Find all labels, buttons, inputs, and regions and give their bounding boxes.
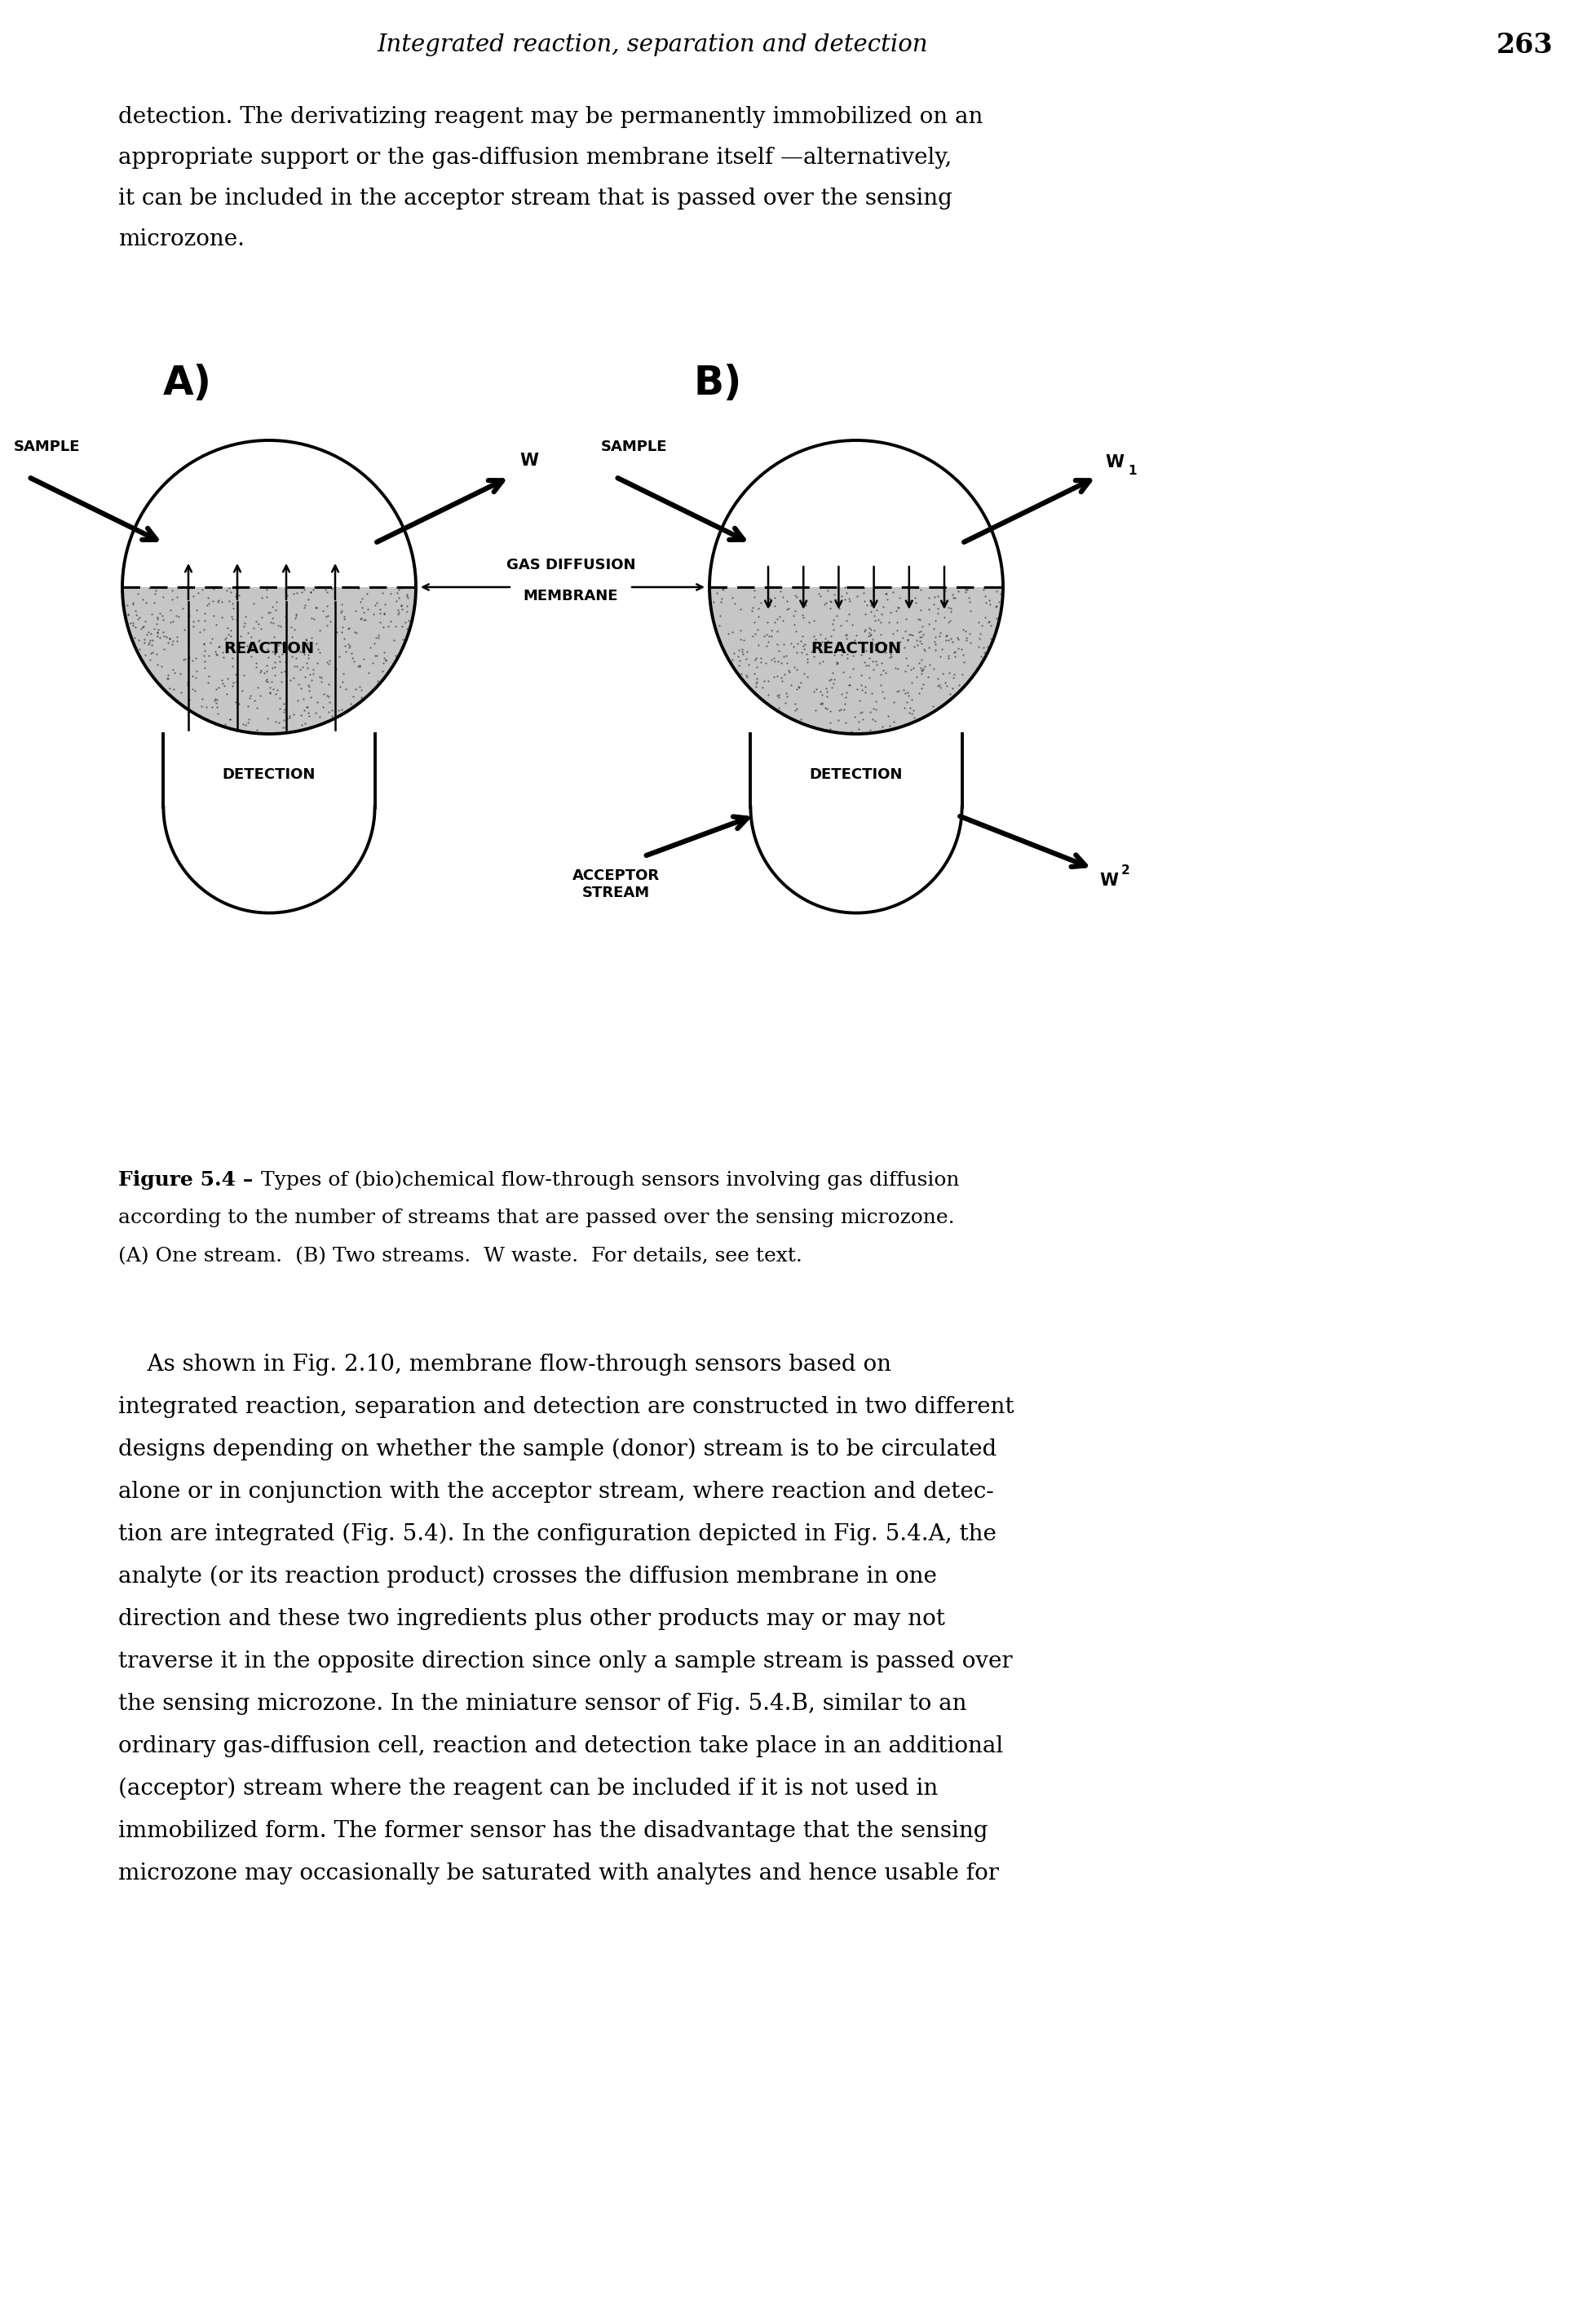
- Text: microzone may occasionally be saturated with analytes and hence usable for: microzone may occasionally be saturated …: [118, 1862, 999, 1885]
- Text: alone or in conjunction with the acceptor stream, where reaction and detec-: alone or in conjunction with the accepto…: [118, 1480, 994, 1504]
- Text: it can be included in the acceptor stream that is passed over the sensing: it can be included in the acceptor strea…: [118, 188, 953, 209]
- Text: ordinary gas-diffusion cell, reaction and detection take place in an additional: ordinary gas-diffusion cell, reaction an…: [118, 1736, 1004, 1757]
- PathPatch shape: [123, 588, 415, 734]
- Text: As shown in Fig. 2.10, membrane flow-through sensors based on: As shown in Fig. 2.10, membrane flow-thr…: [118, 1353, 891, 1376]
- Text: tion are integrated (Fig. 5.4). In the configuration depicted in Fig. 5.4.A, the: tion are integrated (Fig. 5.4). In the c…: [118, 1522, 996, 1545]
- Text: W: W: [1106, 453, 1123, 469]
- Text: GAS DIFFUSION: GAS DIFFUSION: [506, 558, 635, 572]
- Text: designs depending on whether the sample (donor) stream is to be circulated: designs depending on whether the sample …: [118, 1439, 996, 1462]
- Text: appropriate support or the gas-diffusion membrane itself —alternatively,: appropriate support or the gas-diffusion…: [118, 146, 951, 170]
- Text: according to the number of streams that are passed over the sensing microzone.: according to the number of streams that …: [118, 1208, 955, 1227]
- Text: (acceptor) stream where the reagent can be included if it is not used in: (acceptor) stream where the reagent can …: [118, 1778, 939, 1801]
- Text: REACTION: REACTION: [224, 641, 315, 655]
- Text: traverse it in the opposite direction since only a sample stream is passed over: traverse it in the opposite direction si…: [118, 1650, 1012, 1673]
- Text: MEMBRANE: MEMBRANE: [523, 588, 619, 604]
- Text: Types of (bio)chemical flow-through sensors involving gas diffusion: Types of (bio)chemical flow-through sens…: [261, 1171, 959, 1190]
- Text: (A) One stream.  (B) Two streams.  W waste.  For details, see text.: (A) One stream. (B) Two streams. W waste…: [118, 1246, 802, 1267]
- Text: Figure 5.4 –: Figure 5.4 –: [118, 1171, 261, 1190]
- Text: 1: 1: [1128, 465, 1136, 476]
- Text: DETECTION: DETECTION: [810, 767, 902, 781]
- Text: A): A): [164, 363, 212, 402]
- Text: B): B): [694, 363, 741, 402]
- Text: analyte (or its reaction product) crosses the diffusion membrane in one: analyte (or its reaction product) crosse…: [118, 1566, 937, 1587]
- Text: integrated reaction, separation and detection are constructed in two different: integrated reaction, separation and dete…: [118, 1397, 1013, 1418]
- Text: microzone.: microzone.: [118, 228, 245, 251]
- Text: Integrated reaction, separation and detection: Integrated reaction, separation and dete…: [377, 33, 928, 56]
- Text: 2: 2: [1122, 865, 1130, 876]
- Text: immobilized form. The former sensor has the disadvantage that the sensing: immobilized form. The former sensor has …: [118, 1820, 988, 1843]
- PathPatch shape: [710, 588, 1002, 734]
- Text: REACTION: REACTION: [811, 641, 902, 655]
- Text: detection. The derivatizing reagent may be permanently immobilized on an: detection. The derivatizing reagent may …: [118, 107, 983, 128]
- Text: W: W: [1099, 872, 1118, 888]
- Text: ACCEPTOR
STREAM: ACCEPTOR STREAM: [573, 869, 659, 899]
- Text: DETECTION: DETECTION: [223, 767, 315, 781]
- Text: SAMPLE: SAMPLE: [601, 439, 668, 453]
- Text: 263: 263: [1497, 33, 1553, 58]
- Text: W: W: [519, 453, 538, 469]
- Text: SAMPLE: SAMPLE: [14, 439, 80, 453]
- Text: the sensing microzone. In the miniature sensor of Fig. 5.4.B, similar to an: the sensing microzone. In the miniature …: [118, 1692, 967, 1715]
- Text: direction and these two ingredients plus other products may or may not: direction and these two ingredients plus…: [118, 1608, 945, 1629]
